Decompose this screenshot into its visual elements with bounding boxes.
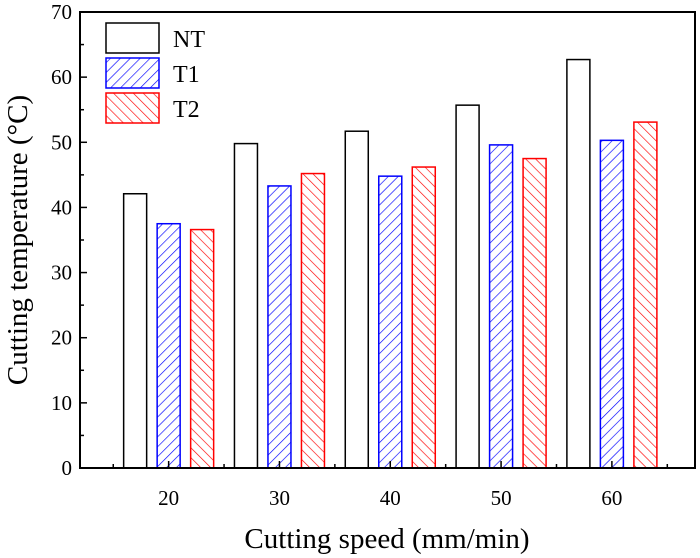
legend-label-nt: NT — [173, 27, 205, 53]
bar-t1-50 — [488, 144, 514, 469]
y-axis-label: Cutting temperature (°C) — [2, 95, 34, 385]
legend-swatch-t2 — [105, 92, 160, 124]
y-tick-label: 20 — [51, 326, 72, 350]
y-tick-label: 0 — [62, 456, 73, 480]
bar-t1-20 — [156, 222, 181, 469]
y-tick-label: 10 — [51, 391, 72, 415]
bar-nt-20 — [122, 192, 148, 469]
bar-nt-50 — [455, 104, 480, 469]
y-tick-label: 60 — [51, 65, 72, 89]
bar-t2-50 — [522, 157, 547, 469]
bar-t1-60 — [599, 139, 625, 469]
y-tick-label: 30 — [51, 261, 72, 285]
legend-label-t1: T1 — [173, 62, 200, 88]
bar-t2-20 — [189, 228, 215, 469]
x-tick-label: 40 — [380, 486, 401, 510]
legend-swatch-t1 — [105, 57, 160, 89]
bar-nt-60 — [566, 58, 591, 469]
legend-swatch-nt — [105, 22, 160, 54]
x-tick-label: 50 — [491, 486, 512, 510]
bar-t1-30 — [267, 185, 292, 469]
bar-nt-30 — [233, 142, 259, 469]
x-tick-label: 60 — [601, 486, 622, 510]
x-tick-label: 30 — [269, 486, 290, 510]
bar-t2-40 — [411, 166, 437, 469]
x-axis-label: Cutting speed (mm/min) — [244, 523, 529, 555]
bar-t1-40 — [378, 175, 403, 469]
bar-t2-60 — [633, 121, 658, 469]
bar-t2-30 — [300, 172, 326, 469]
legend-label-t2: T2 — [173, 97, 200, 123]
y-tick-label: 50 — [51, 130, 72, 154]
y-tick-label: 70 — [51, 0, 72, 24]
bar-nt-40 — [344, 130, 370, 469]
y-tick-label: 40 — [51, 195, 72, 219]
x-tick-label: 20 — [158, 486, 179, 510]
